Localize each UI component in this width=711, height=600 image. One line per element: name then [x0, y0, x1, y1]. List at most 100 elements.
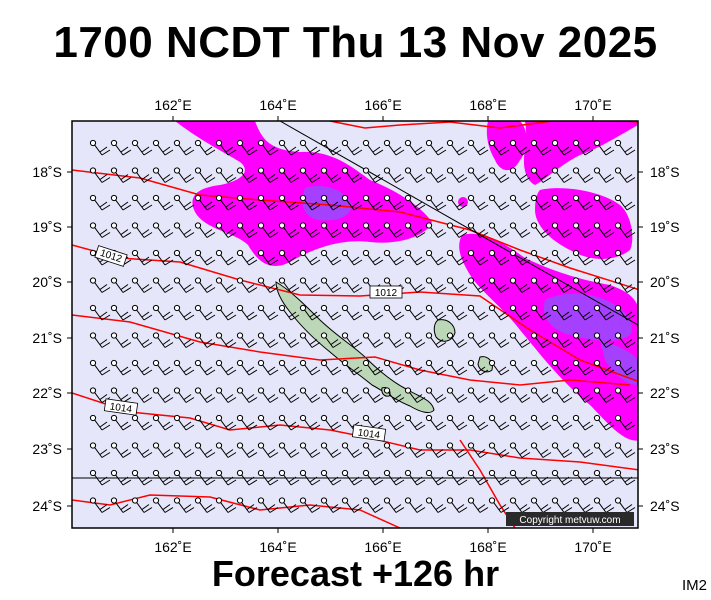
wind-barb-icon: [383, 304, 405, 321]
wind-barb-icon: [446, 359, 468, 376]
wind-barb-icon: [614, 387, 636, 403]
wind-barb-icon: [404, 387, 426, 403]
wind-barb-icon: [152, 359, 174, 376]
wind-barb-icon: [593, 249, 615, 266]
wind-barb-icon: [89, 414, 111, 431]
wind-barb-icon: [362, 332, 384, 348]
wind-barb-icon: [152, 139, 174, 156]
wind-barb-icon: [572, 414, 594, 431]
wind-barb-icon: [446, 249, 468, 266]
wind-barb-icon: [131, 249, 153, 266]
wind-barb-icon: [467, 497, 489, 513]
wind-barb-icon: [320, 359, 342, 376]
wind-barb-icon: [320, 139, 342, 156]
wind-barb-icon: [194, 414, 216, 431]
wind-barb-icon: [89, 332, 111, 348]
wind-barb-icon: [152, 469, 174, 486]
wind-barb-icon: [341, 167, 363, 183]
wind-barb-icon: [257, 387, 279, 403]
wind-barb-icon: [572, 249, 594, 266]
wind-barb-icon: [89, 497, 111, 513]
wind-barb-icon: [383, 442, 405, 458]
wind-barb-icon: [467, 387, 489, 403]
lon-label-168-top: 168˚E: [469, 97, 506, 113]
wind-barb-icon: [299, 414, 321, 431]
wind-barb-icon: [194, 277, 216, 293]
lon-label-168-bottom: 168˚E: [469, 539, 506, 555]
wind-barb-icon: [89, 442, 111, 458]
wind-barb-icon: [614, 139, 636, 156]
wind-barb-icon: [341, 249, 363, 266]
wind-barb-icon: [530, 222, 552, 238]
wind-barb-icon: [362, 442, 384, 458]
wind-barb-icon: [131, 387, 153, 403]
wind-barb-icon: [530, 139, 552, 156]
grid-lines: [72, 121, 638, 479]
wind-barb-icon: [383, 167, 405, 183]
wind-barb-icon: [488, 222, 510, 238]
wind-barb-icon: [278, 194, 300, 211]
wind-barb-icon: [110, 414, 132, 431]
wind-barb-icon: [173, 442, 195, 458]
wind-barb-icon: [446, 387, 468, 403]
wind-barb-icon: [341, 277, 363, 293]
wind-barb-icon: [236, 277, 258, 293]
wind-barb-icon: [299, 222, 321, 238]
wind-barb-icon: [614, 167, 636, 183]
wind-barb-icon: [257, 497, 279, 513]
wind-barb-icon: [320, 414, 342, 431]
wind-barb-icon: [467, 442, 489, 458]
wind-barb-icon: [299, 469, 321, 486]
wind-barb-icon: [236, 304, 258, 321]
wind-barb-icon: [152, 497, 174, 513]
wind-barb-icon: [551, 222, 573, 238]
wind-barb-icon: [299, 249, 321, 266]
wind-barb-icon: [551, 139, 573, 156]
wind-barb-icon: [551, 442, 573, 458]
isobar-label-4-text: 1014: [357, 427, 381, 441]
isobar-label-3: 1014: [103, 398, 139, 416]
wind-barb-icon: [509, 249, 531, 266]
copyright-box: [506, 512, 634, 526]
wind-barb-icon: [194, 304, 216, 321]
lat-label-21-left: 21˚S: [32, 330, 62, 346]
wind-barb-icon: [194, 442, 216, 458]
wind-barb-icon: [446, 332, 468, 348]
wind-barb-icon: [320, 304, 342, 321]
wind-barb-icon: [593, 222, 615, 238]
wind-barb-icon: [320, 222, 342, 238]
wind-barb-icon: [215, 194, 237, 211]
image-code-label: IM2: [681, 577, 707, 594]
lon-label-166-bottom: 166˚E: [364, 539, 401, 555]
wind-barb-icon: [488, 332, 510, 348]
wind-barb-icon: [173, 249, 195, 266]
wind-barb-icon: [467, 222, 489, 238]
wind-barb-icon: [593, 414, 615, 431]
wind-barb-icon: [488, 139, 510, 156]
wind-barb-icon: [173, 469, 195, 486]
wind-barb-icon: [404, 222, 426, 238]
wind-barb-icon: [131, 497, 153, 513]
wind-barb-icon: [509, 222, 531, 238]
wind-barb-icon: [614, 414, 636, 431]
wind-barb-icon: [152, 194, 174, 211]
wind-barb-icon: [89, 194, 111, 211]
wind-barb-icon: [257, 359, 279, 376]
wind-barb-icon: [110, 304, 132, 321]
wind-barb-icon: [110, 359, 132, 376]
wind-barb-icon: [614, 497, 636, 513]
wind-barb-icon: [299, 304, 321, 321]
wind-barb-icon: [152, 332, 174, 348]
wind-barb-icon: [593, 139, 615, 156]
wind-barb-icon: [446, 304, 468, 321]
wind-barb-icon: [362, 139, 384, 156]
isobar-label-2-text: 1012: [375, 288, 398, 299]
wind-barb-icon: [173, 277, 195, 293]
wind-barb-icon: [488, 414, 510, 431]
new-caledonia-landmass: [275, 281, 493, 414]
wind-barb-icon: [257, 139, 279, 156]
wind-barb-icon: [425, 194, 447, 211]
lon-label-170-bottom: 170˚E: [574, 539, 611, 555]
wind-barb-icon: [530, 497, 552, 513]
wind-barb-icon: [236, 139, 258, 156]
